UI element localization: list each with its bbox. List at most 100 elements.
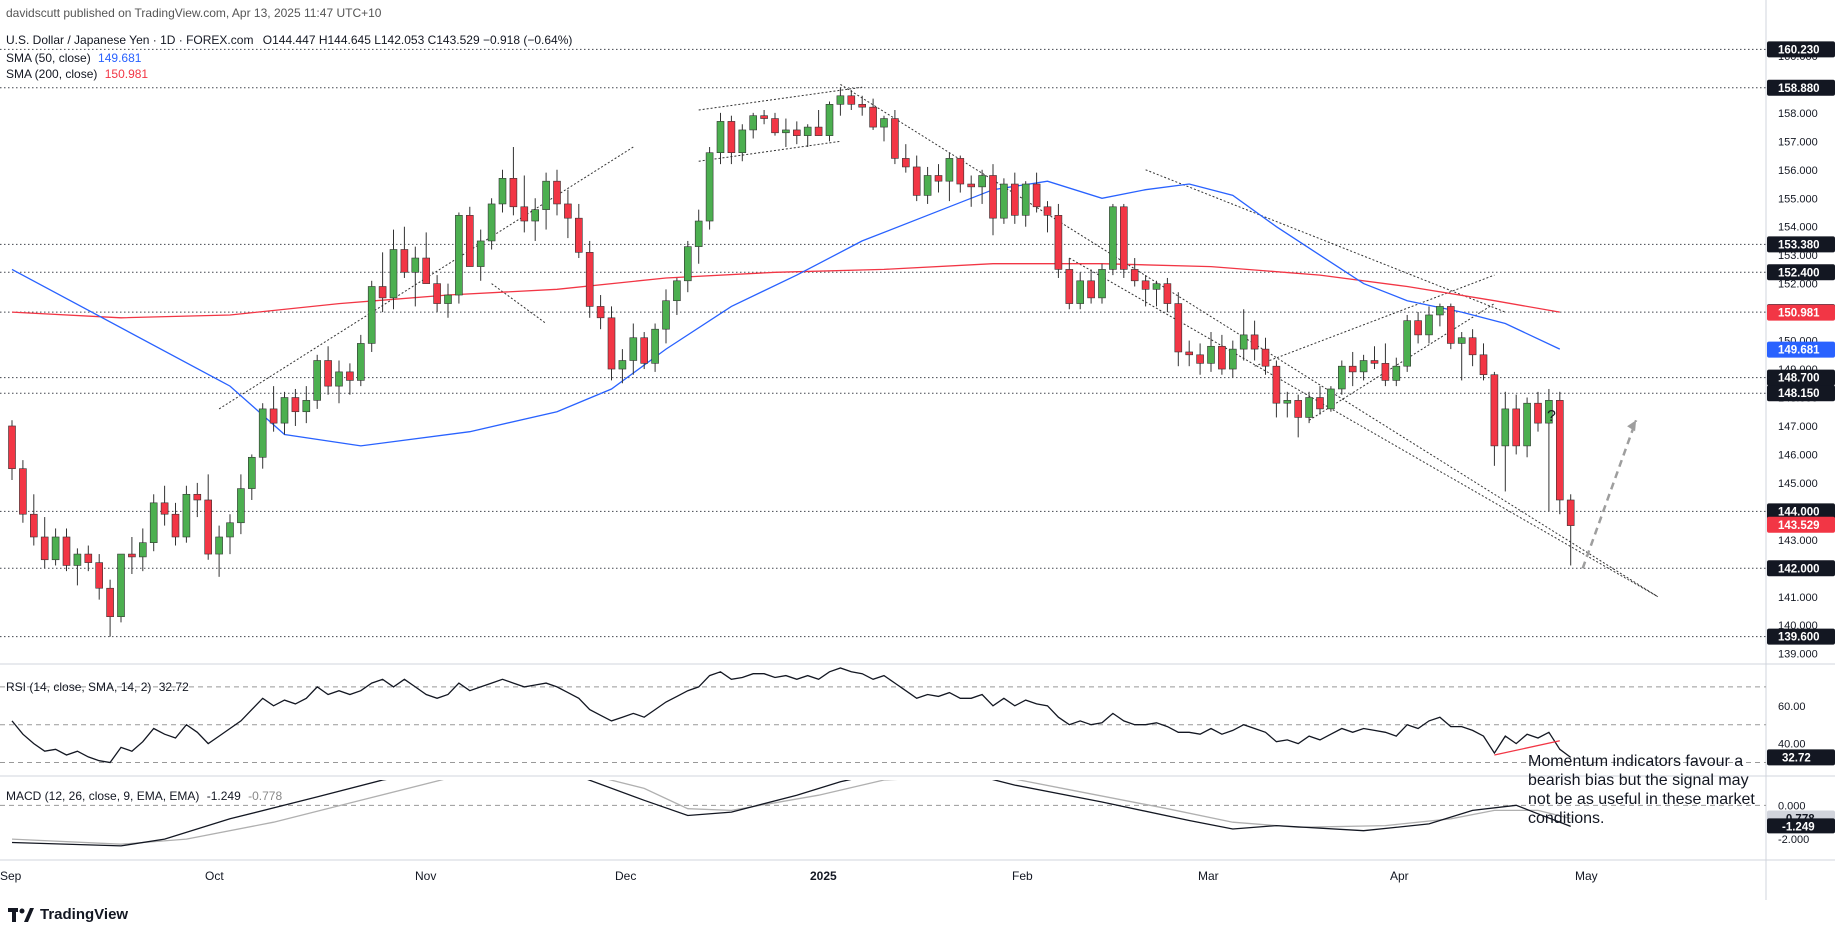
price-badge-label: 158.880 [1778,83,1820,95]
candle-body [673,280,681,302]
candle-body [455,215,463,296]
candle-body [836,95,845,105]
candle-body [248,456,256,489]
candle-body [1185,351,1193,356]
candle-body [531,209,540,222]
candle-body [1523,402,1531,447]
candle-body [1316,397,1324,410]
projection-arrow [1581,419,1638,569]
candle-body [128,553,136,558]
candle [1501,391,1510,492]
price-badge-bg [1767,503,1835,520]
price-tick-label: 153.000 [1778,250,1818,262]
candle [651,323,659,372]
candle [269,386,278,432]
price-badge: 149.681 [1767,341,1835,358]
projection-arrow-head [1627,420,1637,432]
candle [280,391,289,435]
candle-body [324,360,332,387]
candle-body [1250,334,1259,350]
candle-body [509,178,518,208]
price-tick-label: 139.000 [1778,649,1818,661]
chart-grid [0,0,1835,900]
candle-body [1218,345,1226,370]
candle-body [487,203,496,242]
tradingview-logo-icon [8,907,34,922]
candle-body [1436,306,1444,316]
macd-signal-value: -0.778 [248,789,283,803]
price-badge-label: 160.230 [1778,44,1820,56]
candle [1283,391,1292,418]
macd-value: -1.249 [206,789,241,803]
candle [1392,357,1401,387]
candle [1534,391,1542,432]
candle [1490,371,1499,466]
candle [302,386,311,424]
candle [1359,354,1368,381]
candle-body [1109,206,1117,270]
candle [923,166,932,204]
time-tick-label: Nov [415,869,436,883]
candle-body [923,175,932,196]
candle [814,110,823,136]
candle [1043,201,1052,233]
candle-body [553,180,561,205]
candle-body [880,118,888,128]
candle [1163,277,1172,313]
candle-body [1065,269,1074,304]
candle [324,346,332,395]
candle-body [280,397,289,424]
price-badge-bg [1767,369,1835,386]
candle [607,306,616,381]
candle [531,198,540,241]
candle [662,289,670,344]
candle-body [73,553,82,566]
macd-tick-label: -2.000 [1778,834,1809,846]
candle-body [106,587,114,617]
time-tick-label: Oct [205,869,224,883]
candle-body [160,502,169,515]
candle [193,482,202,518]
candle-body [1359,360,1368,373]
candle-body [346,371,354,381]
candle-body [760,115,768,119]
candle-body [117,553,125,617]
macd-value-badge-label: -1.249 [1782,821,1815,833]
price-badge: 150.981 [1767,304,1835,321]
price-tick-label: 155.000 [1778,193,1818,205]
candle-body [705,152,714,222]
candle [204,474,212,560]
candle [1065,258,1074,310]
candle-body [1457,337,1466,344]
candle-body [1447,306,1455,344]
candle-body [1076,280,1084,304]
candle-body [1392,365,1401,381]
candle-body [574,217,583,253]
price-tick-label: 147.000 [1778,421,1818,433]
candle [1316,386,1324,415]
candle [1479,343,1488,381]
price-badge-label: 142.000 [1778,563,1820,575]
candle-body [1120,206,1128,270]
candle [1512,394,1520,455]
candle [389,229,398,310]
time-tick-label: Dec [615,869,636,883]
candle-body [1032,183,1041,208]
candlestick-series [8,87,1575,637]
candle [509,147,518,216]
candle [433,275,441,313]
candle [989,164,997,236]
candle-body [651,328,659,364]
candle [520,175,529,233]
macd-legend: MACD (12, 26, close, 9, EMA, EMA) -1.249… [6,789,282,803]
candle-body [1305,397,1313,418]
candle-body [1174,303,1183,353]
candle [1468,329,1477,367]
candle [128,536,136,574]
candle-body [258,408,267,458]
candle-body [1512,408,1520,447]
time-tick-label: Sep [0,869,22,883]
annotation-text: Momentum indicators favour a bearish bia… [1528,753,1755,827]
candle [291,388,300,426]
